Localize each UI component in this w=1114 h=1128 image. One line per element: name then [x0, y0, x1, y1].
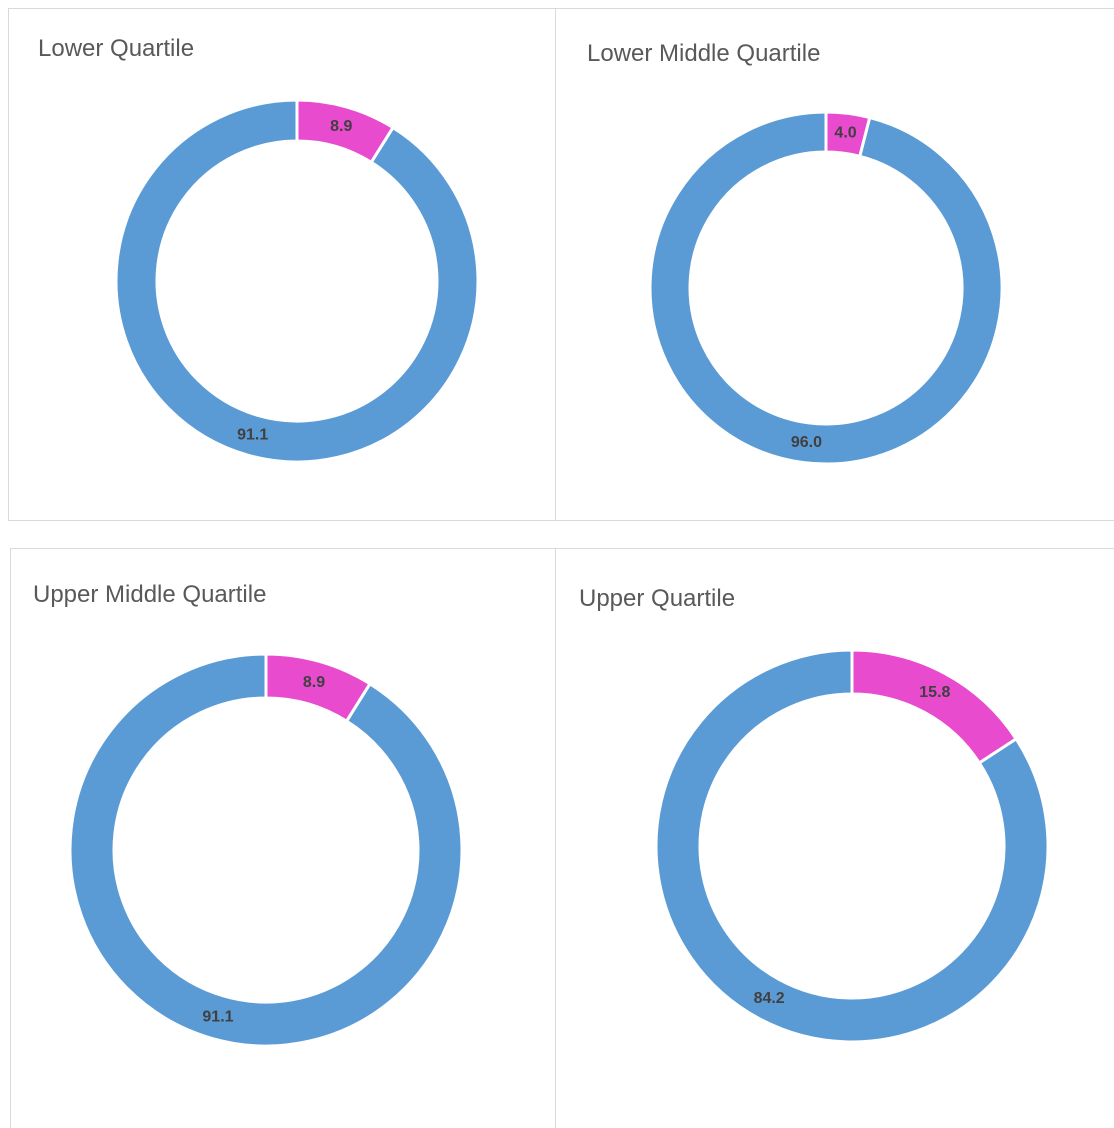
data-label: 8.9	[330, 118, 352, 135]
donut-segment	[114, 98, 480, 464]
chart-title: Upper Quartile	[579, 585, 735, 612]
chart-title: Upper Middle Quartile	[33, 581, 266, 608]
donut-segment	[68, 652, 464, 1048]
chart-title: Lower Quartile	[38, 35, 194, 62]
data-label: 91.1	[237, 426, 268, 443]
donut-segment	[654, 648, 1050, 1044]
chart-title: Lower Middle Quartile	[587, 40, 820, 67]
data-label: 8.9	[303, 674, 325, 691]
data-label: 84.2	[754, 990, 785, 1007]
data-label: 96.0	[791, 434, 822, 451]
donut-segment	[850, 648, 1019, 766]
data-label: 15.8	[919, 684, 950, 701]
panel	[555, 548, 1114, 1128]
data-label: 4.0	[834, 124, 856, 141]
data-label: 91.1	[202, 1008, 233, 1025]
donut-segment	[648, 110, 1004, 466]
panel	[555, 8, 1114, 521]
